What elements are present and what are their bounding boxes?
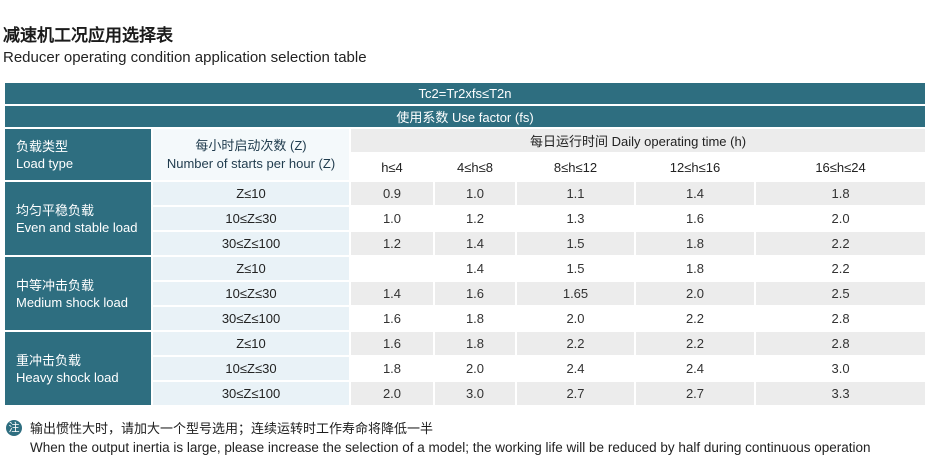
z-range-cell: 30≤Z≤100 [153,382,349,405]
factor-cell: 1.65 [517,282,634,305]
load-type-header-zh: 负载类型 [16,138,69,154]
factor-cell: 3.0 [435,382,515,405]
starts-per-hour-header: 每小时启动次数 (Z) Number of starts per hour (Z… [153,129,349,180]
factor-cell: 1.4 [351,282,433,305]
daily-operating-time-header: 每日运行时间 Daily operating time (h) [351,129,926,152]
factor-cell: 2.2 [756,257,926,280]
factor-cell: 2.7 [636,382,754,405]
group-label-heavy-shock: 重冲击负载 Heavy shock load [5,332,151,405]
factor-cell: 3.0 [756,357,926,380]
factor-cell: 1.0 [351,207,433,230]
factor-cell: 2.7 [517,382,634,405]
factor-cell: 1.5 [517,232,634,255]
factor-cell: 2.2 [756,232,926,255]
factor-cell: 1.4 [435,232,515,255]
factor-cell: 2.8 [756,332,926,355]
factor-cell: 1.8 [435,332,515,355]
factor-cell: 2.0 [435,357,515,380]
time-col-header: 4≤h≤8 [435,154,515,180]
z-range-cell: Z≤10 [153,182,349,205]
use-factor-banner: 使用系数 Use factor (fs) [5,106,926,127]
factor-cell: 1.8 [636,257,754,280]
factor-cell: 1.6 [435,282,515,305]
formula-banner: Tc2=Tr2xfs≤T2n [5,83,926,104]
time-col-header: 12≤h≤16 [636,154,754,180]
factor-cell: 1.0 [435,182,515,205]
factor-cell: 1.8 [435,307,515,330]
page-title-zh: 减速机工况应用选择表 [3,26,173,45]
group-label-zh: 重冲击负载 [16,352,82,368]
load-type-header-en: Load type [16,155,74,171]
z-range-cell: 10≤Z≤30 [153,357,349,380]
z-range-cell: Z≤10 [153,332,349,355]
factor-cell [351,257,433,280]
factor-cell: 1.4 [435,257,515,280]
factor-cell: 2.4 [517,357,634,380]
factor-cell: 1.5 [517,257,634,280]
z-range-cell: 10≤Z≤30 [153,282,349,305]
group-label-zh: 中等冲击负载 [16,277,95,293]
z-range-cell: 30≤Z≤100 [153,232,349,255]
z-range-cell: 30≤Z≤100 [153,307,349,330]
footnote-en: When the output inertia is large, please… [30,440,871,455]
load-type-header: 负载类型 Load type [5,129,151,180]
factor-cell: 1.2 [435,207,515,230]
factor-cell: 2.0 [351,382,433,405]
use-factor-table: Tc2=Tr2xfs≤T2n 使用系数 Use factor (fs) 负载类型… [3,81,927,407]
factor-cell: 2.0 [636,282,754,305]
time-col-header: 8≤h≤12 [517,154,634,180]
factor-cell: 1.6 [351,332,433,355]
time-col-header: 16≤h≤24 [756,154,926,180]
factor-cell: 2.2 [636,307,754,330]
factor-cell: 2.4 [636,357,754,380]
factor-cell: 1.6 [636,207,754,230]
factor-cell: 2.8 [756,307,926,330]
group-label-en: Even and stable load [16,219,138,235]
factor-cell: 3.3 [756,382,926,405]
factor-cell: 2.5 [756,282,926,305]
factor-cell: 1.8 [351,357,433,380]
group-label-zh: 均匀平稳负载 [16,202,95,218]
factor-cell: 1.6 [351,307,433,330]
note-badge-icon: 注 [6,419,22,436]
time-col-header: h≤4 [351,154,433,180]
group-label-medium-shock: 中等冲击负载 Medium shock load [5,257,151,330]
group-label-en: Medium shock load [16,294,128,310]
factor-cell: 1.2 [351,232,433,255]
footnote: 注 输出惯性大时，请加大一个型号选用；连续运转时工作寿命将降低一半 When t… [6,418,930,455]
footnote-zh: 输出惯性大时，请加大一个型号选用；连续运转时工作寿命将降低一半 [30,421,434,436]
factor-cell: 1.4 [636,182,754,205]
factor-cell: 0.9 [351,182,433,205]
factor-cell: 2.2 [517,332,634,355]
factor-cell: 2.0 [756,207,926,230]
group-label-en: Heavy shock load [16,369,119,385]
factor-cell: 2.0 [517,307,634,330]
factor-cell: 1.1 [517,182,634,205]
starts-header-zh: 每小时启动次数 (Z) [195,137,307,153]
group-label-even-stable: 均匀平稳负载 Even and stable load [5,182,151,255]
factor-cell: 1.3 [517,207,634,230]
factor-cell: 1.8 [756,182,926,205]
page-title-en: Reducer operating condition application … [3,49,367,66]
factor-cell: 1.8 [636,232,754,255]
z-range-cell: 10≤Z≤30 [153,207,349,230]
starts-header-en: Number of starts per hour (Z) [166,155,336,171]
factor-cell: 2.2 [636,332,754,355]
page-header: 减速机工况应用选择表 Reducer operating condition a… [0,0,930,68]
z-range-cell: Z≤10 [153,257,349,280]
